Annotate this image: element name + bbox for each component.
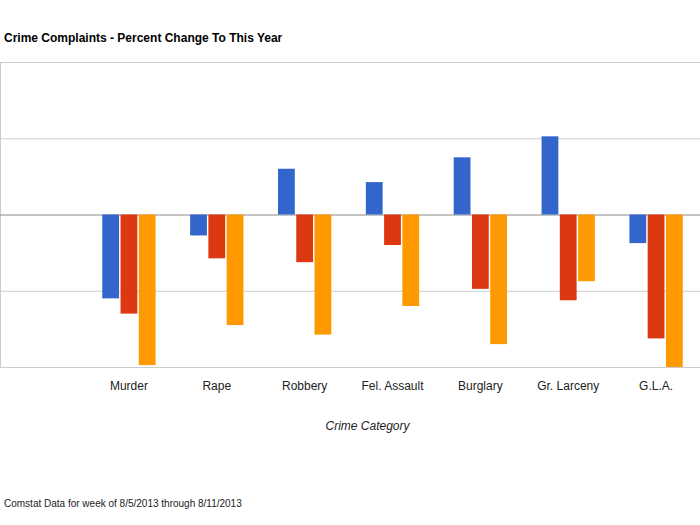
- y-tick: [0, 138, 700, 139]
- x-tick-label: G.L.A.: [639, 379, 673, 393]
- x-tick: Robbery: [282, 379, 327, 393]
- x-tick: Murder: [110, 379, 148, 393]
- x-tick: Gr. Larceny: [537, 379, 599, 393]
- x-tick-label: Murder: [110, 379, 148, 393]
- annotation: Comstat Data for week of 8/5/2013 throug…: [4, 498, 242, 509]
- bar: [227, 215, 244, 326]
- bar: [296, 215, 313, 263]
- bar: [578, 215, 595, 282]
- bar: [454, 157, 471, 214]
- bar: [542, 136, 559, 214]
- bar: [278, 169, 295, 215]
- bar: [472, 215, 489, 289]
- x-tick-label: Fel. Assault: [361, 379, 424, 393]
- x-tick: G.L.A.: [639, 379, 673, 393]
- x-tick: Burglary: [458, 379, 503, 393]
- bar: [666, 215, 683, 368]
- bar: [384, 215, 401, 246]
- y-tick: [0, 62, 700, 63]
- bar: [402, 215, 419, 307]
- bar: [315, 215, 332, 335]
- chart: Crime Complaints - Percent Change To Thi…: [0, 0, 700, 525]
- bar: [190, 215, 207, 236]
- y-axis: [0, 63, 700, 368]
- series: [121, 215, 665, 339]
- title: Crime Complaints - Percent Change To Thi…: [4, 31, 283, 45]
- bar: [121, 215, 138, 314]
- y-tick: [0, 367, 700, 368]
- x-tick-label: Burglary: [458, 379, 503, 393]
- bar: [629, 215, 646, 244]
- grid-line: [0, 62, 700, 63]
- bar: [648, 215, 665, 339]
- bar: [102, 215, 119, 299]
- x-tick: Rape: [202, 379, 231, 393]
- x-tick-label: Rape: [202, 379, 231, 393]
- x-tick: Fel. Assault: [361, 379, 424, 393]
- x-tick-label: Gr. Larceny: [537, 379, 599, 393]
- bar: [208, 215, 225, 259]
- bar: [139, 215, 156, 366]
- bar: [560, 215, 577, 301]
- bar: [366, 182, 383, 214]
- grid-line: [0, 138, 700, 139]
- x-tick-label: Robbery: [282, 379, 327, 393]
- bars: [102, 136, 682, 367]
- grid-line: [0, 367, 700, 368]
- series: [139, 215, 683, 368]
- x-axis: Murder Rape Robbery Fel. Assault Burglary Gr.…: [110, 379, 673, 393]
- bar: [490, 215, 507, 345]
- x-axis-title: Crime Category: [325, 419, 410, 433]
